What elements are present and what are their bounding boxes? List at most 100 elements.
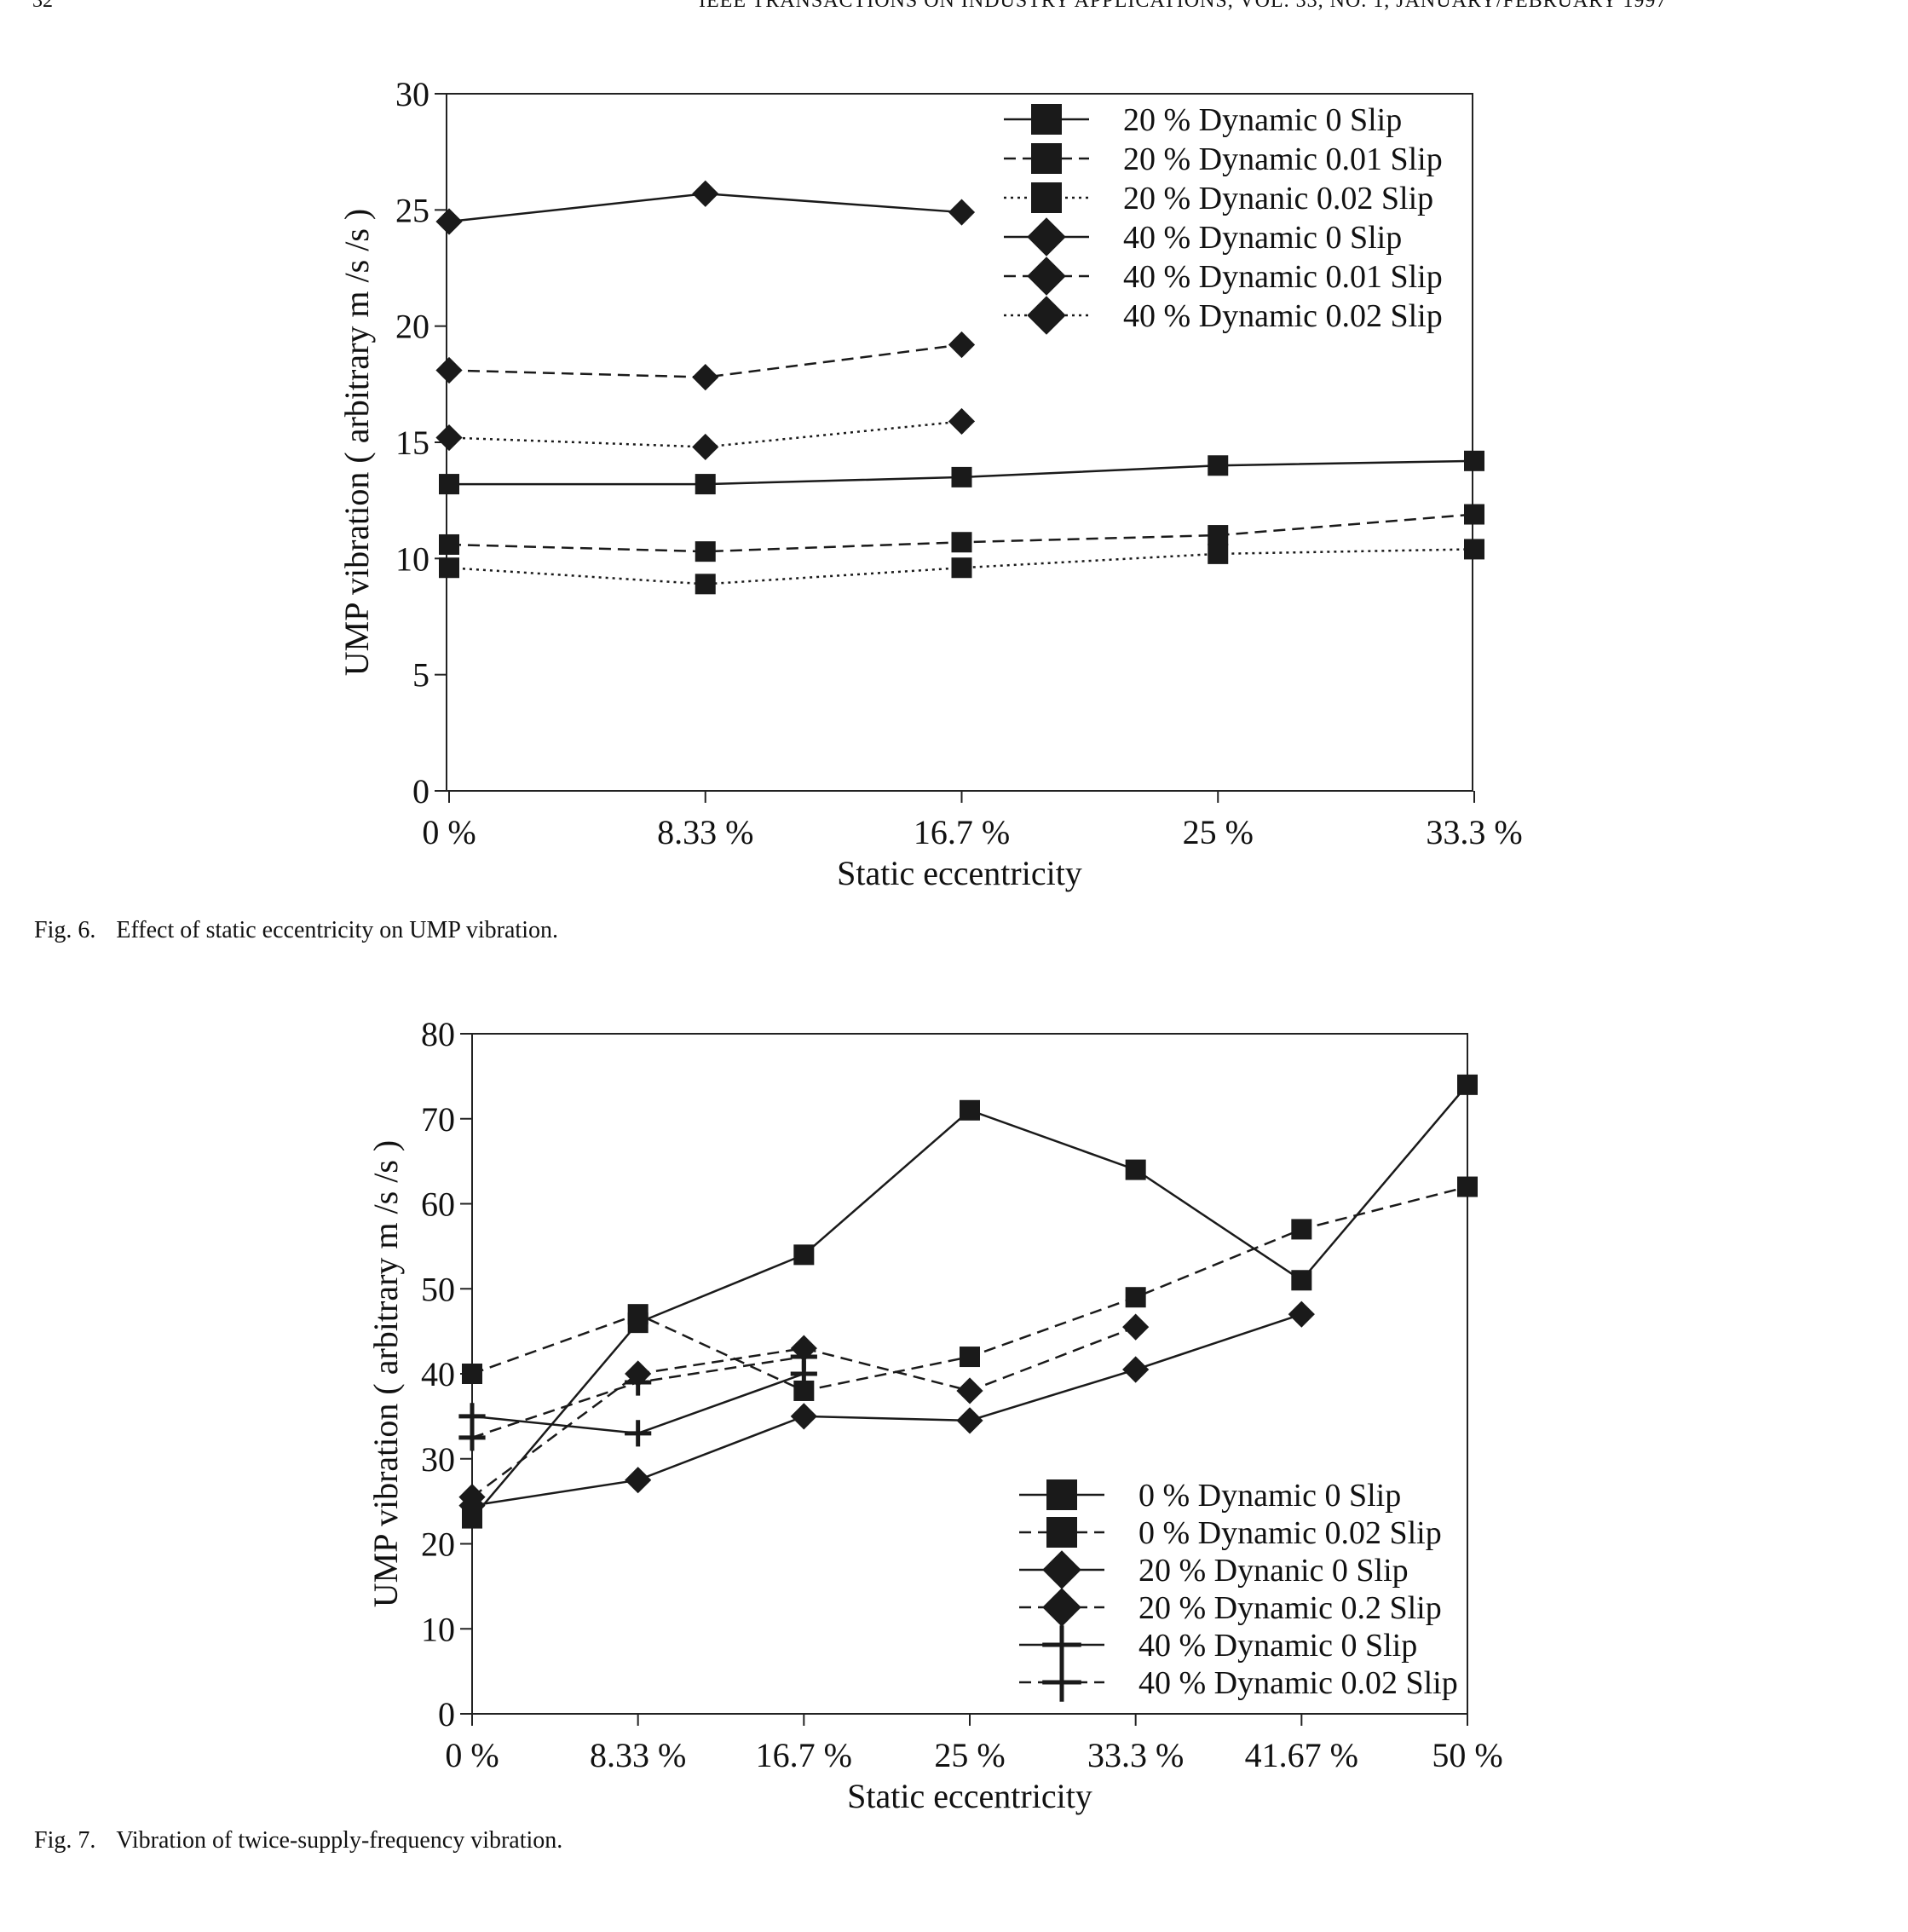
fig6-data-point [948, 407, 976, 435]
fig7-data-point [793, 1244, 815, 1266]
fig6-data-point [692, 180, 719, 207]
fig7-legend-marker [1046, 1479, 1077, 1510]
fig7-data-point [458, 1484, 486, 1511]
fig6-data-point [695, 474, 716, 495]
figure-6-caption-label: Fig. 6. [34, 917, 96, 943]
fig7-legend-marker [1042, 1550, 1081, 1589]
fig7-data-point [1122, 1313, 1150, 1341]
fig7-data-point [1122, 1356, 1150, 1383]
fig7-x-axis-label: Static eccentricity [847, 1777, 1092, 1815]
fig7-data-point [458, 1424, 486, 1451]
fig6-data-point [435, 356, 463, 384]
fig7-series-1 [462, 1074, 1478, 1529]
fig6-x-tick-label: 0 % [422, 813, 476, 851]
fig7-data-point [790, 1343, 817, 1370]
fig7-y-tick-label: 20 [421, 1525, 455, 1564]
fig6-data-point [948, 199, 976, 226]
page-number: 32 [32, 0, 53, 12]
fig7-data-point [627, 1304, 648, 1325]
fig6-legend-label: 40 % Dynamic 0.01 Slip [1123, 259, 1443, 295]
fig6-y-tick-label: 0 [412, 772, 429, 810]
fig6-x-tick-label: 25 % [1183, 813, 1254, 851]
fig6-data-point [1464, 539, 1484, 560]
fig6-series-4 [435, 180, 976, 235]
fig6-data-point [435, 208, 463, 235]
fig6-series-1 [439, 450, 1484, 495]
fig6-data-point [951, 466, 972, 487]
fig7-data-point [790, 1403, 817, 1430]
fig6-series-3 [439, 539, 1484, 595]
fig6-legend-label: 40 % Dynamic 0.02 Slip [1123, 298, 1443, 334]
fig7-legend-label: 40 % Dynamic 0.02 Slip [1138, 1665, 1458, 1701]
fig6-legend-label: 20 % Dynamic 0.01 Slip [1123, 141, 1443, 177]
fig6-series-line [448, 343, 962, 378]
fig7-data-point [625, 1369, 652, 1396]
fig6-data-point [1464, 450, 1484, 471]
fig7-data-point [625, 1420, 652, 1447]
fig6-data-point [439, 474, 459, 495]
fig7-legend-label: 0 % Dynamic 0.02 Slip [1138, 1515, 1442, 1551]
fig7-legend-label: 40 % Dynamic 0 Slip [1138, 1628, 1417, 1664]
fig6-legend-marker [1031, 143, 1062, 174]
fig7-series-2 [462, 1176, 1478, 1401]
fig7-legend-marker [1042, 1625, 1081, 1664]
fig7-data-point [960, 1099, 980, 1121]
fig7-x-tick-label: 16.7 % [756, 1736, 852, 1774]
fig6-y-tick-label: 25 [395, 191, 429, 229]
fig6-y-axis-label: UMP vibration ( arbitrary m /s /s ) [337, 209, 376, 676]
fig7-y-tick-label: 0 [438, 1695, 455, 1733]
fig7-data-point [1457, 1176, 1478, 1197]
fig7-y-tick-label: 50 [421, 1270, 455, 1308]
running-head: IEEE TRANSACTIONS ON INDUSTRY APPLICATIO… [699, 0, 1668, 12]
fig7-series-line [471, 1084, 1468, 1520]
figure-7-caption: Fig. 7. Vibration of twice-supply-frequen… [34, 1827, 562, 1854]
fig6-legend-marker [1027, 257, 1066, 296]
fig6-legend-marker [1031, 104, 1062, 135]
fig6-data-point [1208, 543, 1229, 564]
fig7-y-tick-label: 40 [421, 1355, 455, 1393]
fig7-legend-marker [1042, 1663, 1081, 1702]
fig6-data-point [695, 574, 716, 595]
fig6-legend-marker [1031, 182, 1062, 213]
fig7-legend-label: 20 % Dynanic 0 Slip [1138, 1553, 1409, 1589]
fig6-series-5 [435, 331, 976, 391]
fig6-data-point [1464, 504, 1484, 525]
fig7-data-point [1288, 1300, 1315, 1328]
fig7-series-line [471, 1325, 1137, 1498]
fig6-x-axis-label: Static eccentricity [837, 854, 1082, 892]
fig6-series-2 [439, 504, 1484, 562]
fig7-data-point [1125, 1159, 1146, 1180]
fig7-legend-marker [1042, 1588, 1081, 1627]
fig7-x-tick-label: 25 % [934, 1736, 1005, 1774]
fig7-data-point [462, 1364, 482, 1384]
fig6-data-point [951, 532, 972, 553]
fig7-series-6 [458, 1343, 817, 1451]
figure-6-chart: 0 5 10 15 20 25 30 0 % 8.33 % 16.7 % 25 % 33.3 % Sta… [337, 75, 1523, 892]
fig6-data-point [951, 557, 972, 579]
fig7-data-point [1125, 1287, 1146, 1308]
fig7-y-tick-label: 10 [421, 1610, 455, 1648]
fig7-x-tick-label: 33.3 % [1087, 1736, 1184, 1774]
fig7-y-tick-label: 80 [421, 1015, 455, 1053]
fig7-legend-label: 0 % Dynamic 0 Slip [1138, 1478, 1401, 1514]
fig7-data-point [956, 1407, 983, 1434]
fig6-data-point [948, 331, 976, 359]
fig6-data-point [695, 541, 716, 562]
figure-7-caption-text: Vibration of twice-supply-frequency vibr… [116, 1827, 563, 1854]
fig6-legend-label: 20 % Dynanic 0.02 Slip [1123, 181, 1433, 216]
fig7-legend-label: 20 % Dynamic 0.2 Slip [1138, 1590, 1442, 1626]
fig7-y-axis-label: UMP vibration ( arbitrary m /s /s ) [366, 1140, 405, 1607]
fig6-y-tick-label: 30 [395, 75, 429, 113]
fig6-data-point [1208, 525, 1229, 546]
fig6-data-point [692, 433, 719, 461]
fig6-x-tick-label: 33.3 % [1426, 813, 1522, 851]
fig6-data-point [692, 364, 719, 391]
fig7-data-point [956, 1377, 983, 1404]
figure-7-chart: 0 10 20 30 40 50 60 70 80 0 % 8.33 % 16.7 % 25 % 33.3… [366, 1015, 1503, 1815]
fig6-data-point [439, 557, 459, 579]
fig7-y-tick-label: 70 [421, 1100, 455, 1139]
fig6-data-point [435, 424, 463, 452]
fig7-data-point [1457, 1074, 1478, 1095]
fig6-legend-marker [1027, 296, 1066, 335]
